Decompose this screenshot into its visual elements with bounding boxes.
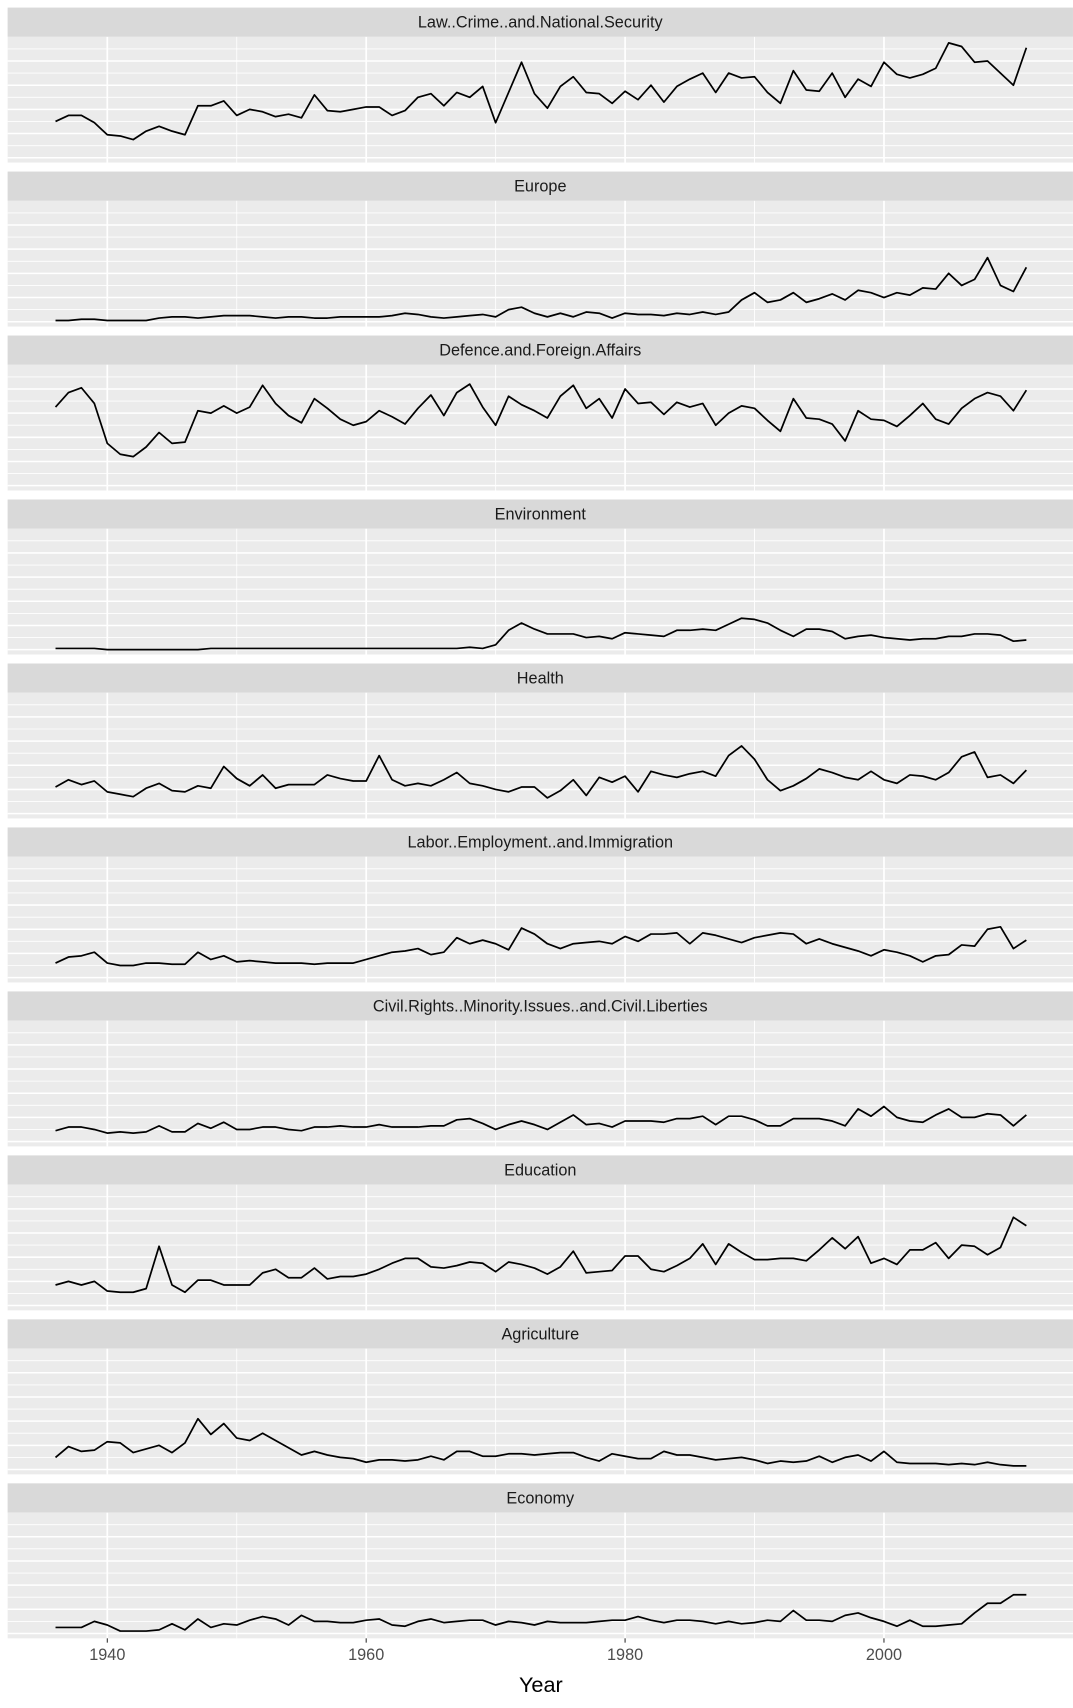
panel-background	[7, 364, 1073, 491]
series-line	[54, 383, 1028, 458]
facet-title: Law..Crime..and.National.Security	[418, 14, 664, 32]
series-line	[54, 1417, 1027, 1467]
panel-background	[7, 1020, 1073, 1147]
x-tick-label: 2000	[866, 1646, 902, 1664]
panel-background	[7, 1512, 1073, 1639]
series-line	[55, 617, 1027, 651]
strip	[7, 1155, 1073, 1185]
x-tick-label: 1960	[348, 1646, 384, 1664]
series-line	[55, 1105, 1027, 1134]
x-axis-title: Year	[519, 1672, 563, 1697]
panel-background	[7, 856, 1073, 983]
series-line	[55, 256, 1028, 322]
facet-title: Civil.Rights..Minority.Issues..and.Civil…	[373, 997, 708, 1015]
series-line	[55, 925, 1027, 967]
facet-title: Environment	[495, 506, 587, 524]
panel-background	[7, 692, 1073, 819]
strip	[7, 1319, 1073, 1349]
facet-title: Europe	[514, 178, 566, 196]
series-line	[55, 1216, 1027, 1294]
facet-title: Health	[517, 669, 564, 687]
facet-title: Economy	[506, 1489, 575, 1507]
series-line	[55, 42, 1028, 141]
panel-background	[7, 200, 1073, 327]
x-tick-label: 1940	[89, 1646, 125, 1664]
strip	[7, 171, 1073, 201]
panel-background	[7, 528, 1073, 655]
series-line	[55, 745, 1027, 799]
facet-title: Labor..Employment..and.Immigration	[408, 833, 674, 851]
strip	[7, 499, 1073, 529]
series-line	[55, 1593, 1027, 1632]
facet-title: Defence.and.Foreign.Affairs	[439, 342, 641, 360]
strip	[7, 1483, 1073, 1513]
facet-title: Education	[504, 1161, 576, 1179]
panel-background	[7, 1184, 1073, 1311]
x-tick-label: 1980	[607, 1646, 643, 1664]
strip	[7, 663, 1073, 693]
strip	[7, 335, 1073, 365]
strip	[7, 827, 1073, 857]
panel-background	[7, 1348, 1073, 1475]
strip	[7, 7, 1073, 37]
facet-title: Agriculture	[501, 1325, 579, 1343]
strip	[7, 991, 1073, 1021]
